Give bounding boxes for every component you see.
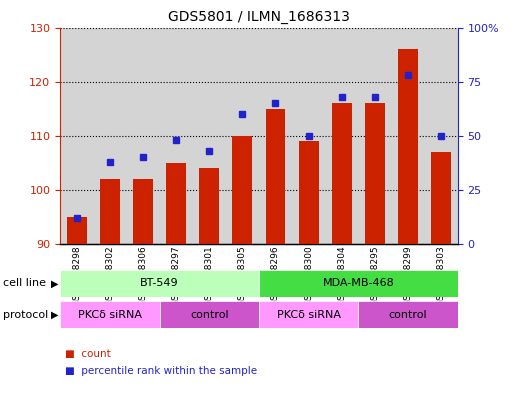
Bar xyxy=(226,28,259,244)
Bar xyxy=(299,141,319,244)
Text: ▶: ▶ xyxy=(51,310,59,320)
Bar xyxy=(259,301,358,328)
Text: cell line: cell line xyxy=(3,278,46,288)
Bar xyxy=(398,49,418,244)
Bar xyxy=(292,28,325,244)
Bar xyxy=(391,28,425,244)
Bar xyxy=(259,28,292,244)
Bar xyxy=(358,301,458,328)
Bar xyxy=(100,179,120,244)
Text: ■  percentile rank within the sample: ■ percentile rank within the sample xyxy=(65,366,257,376)
Text: ■  count: ■ count xyxy=(65,349,111,359)
Bar xyxy=(93,28,127,244)
Text: ▶: ▶ xyxy=(51,278,59,288)
Bar xyxy=(232,136,252,244)
Text: PKCδ siRNA: PKCδ siRNA xyxy=(78,310,142,320)
Bar xyxy=(60,301,160,328)
Bar xyxy=(67,217,87,244)
Title: GDS5801 / ILMN_1686313: GDS5801 / ILMN_1686313 xyxy=(168,10,350,24)
Bar xyxy=(332,103,351,244)
Bar xyxy=(192,28,226,244)
Text: control: control xyxy=(190,310,229,320)
Bar xyxy=(325,28,358,244)
Bar xyxy=(127,28,160,244)
Bar xyxy=(358,28,391,244)
Bar xyxy=(60,28,93,244)
Bar xyxy=(365,103,385,244)
Bar xyxy=(425,28,458,244)
Text: BT-549: BT-549 xyxy=(140,278,179,288)
Bar xyxy=(160,28,192,244)
Bar xyxy=(431,152,451,244)
Text: control: control xyxy=(389,310,427,320)
Text: protocol: protocol xyxy=(3,310,48,320)
Bar xyxy=(166,163,186,244)
Bar xyxy=(60,270,259,297)
Bar xyxy=(266,108,286,244)
Text: MDA-MB-468: MDA-MB-468 xyxy=(322,278,394,288)
Bar xyxy=(133,179,153,244)
Bar xyxy=(199,168,219,244)
Text: PKCδ siRNA: PKCδ siRNA xyxy=(277,310,340,320)
Bar xyxy=(160,301,259,328)
Bar xyxy=(259,270,458,297)
